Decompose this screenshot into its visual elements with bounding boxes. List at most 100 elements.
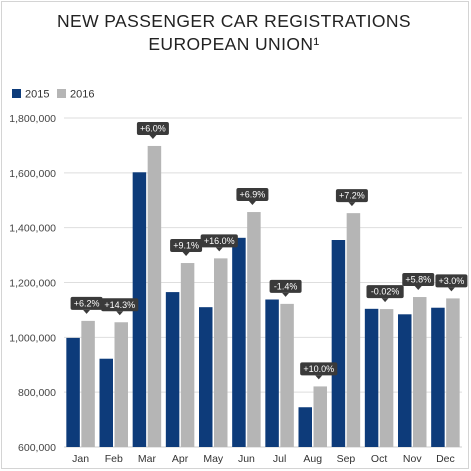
change-label-text: -1.4% — [274, 281, 298, 291]
change-label-text: +7.2% — [339, 191, 365, 201]
change-label-text: +6.0% — [140, 123, 166, 133]
bar-2015-Jul — [265, 299, 279, 447]
bar-2016-Aug — [313, 386, 327, 447]
change-label-Jul: -1.4% — [269, 279, 302, 297]
change-label-text: +9.1% — [173, 241, 199, 251]
x-tick-label: Jul — [273, 453, 286, 465]
change-label-pointer — [215, 247, 223, 252]
change-label-pointer — [381, 298, 389, 303]
y-axis-tick-labels: 600,000 800,000 1,000,000 1,200,000 1,400,00… — [9, 113, 56, 454]
x-tick-label: Nov — [403, 453, 422, 465]
change-label-Mar: +6.0% — [136, 121, 169, 139]
change-label-text: +6.9% — [240, 190, 266, 200]
x-tick-label: Dec — [436, 453, 455, 465]
change-label-pointer — [315, 375, 323, 380]
bar-2016-Sep — [346, 213, 361, 447]
bar-2015-Mar — [132, 172, 147, 447]
bar-2015-May — [199, 307, 213, 447]
x-tick-label: Jun — [238, 453, 255, 465]
change-label-text: +3.0% — [439, 276, 465, 286]
change-label-text: +5.8% — [405, 275, 431, 285]
bar-2015-Oct — [364, 308, 379, 447]
bar-2016-Jun — [247, 212, 261, 447]
bar-2016-Dec — [446, 298, 460, 447]
change-label-pointer — [182, 252, 190, 257]
chart-title: NEW PASSENGER CAR REGISTRATIONS EUROPEAN… — [0, 10, 468, 56]
change-labels: +6.2% +14.3% +6.0% +9.1% +16.0% +6.9% -1.4% +10… — [70, 121, 468, 380]
y-tick-label: 1,400,000 — [9, 223, 56, 235]
change-label-box — [170, 239, 203, 253]
change-label-May: +16.0% — [200, 234, 238, 252]
y-tick-label: 1,600,000 — [9, 168, 56, 180]
change-label-box — [300, 362, 338, 376]
change-label-Nov: +5.8% — [402, 273, 435, 291]
legend-label-2015: 2015 — [25, 89, 49, 101]
y-tick-label: 1,800,000 — [9, 113, 56, 125]
change-label-box — [236, 188, 269, 202]
change-label-pointer — [116, 311, 124, 316]
bar-2015-Sep — [331, 240, 346, 447]
change-label-text: +14.3% — [104, 300, 135, 310]
change-label-pointer — [149, 134, 157, 139]
change-label-pointer — [282, 292, 290, 297]
x-tick-label: May — [203, 453, 224, 465]
legend-swatch-2016 — [57, 89, 66, 98]
change-label-Sep: +7.2% — [335, 189, 368, 207]
bar-2016-Apr — [180, 263, 195, 447]
change-label-Feb: +14.3% — [101, 298, 139, 316]
bar-2016-Jul — [280, 303, 294, 447]
change-label-pointer — [248, 201, 256, 206]
change-label-Apr: +9.1% — [170, 239, 203, 257]
change-label-Oct: -0.02% — [366, 285, 404, 303]
change-label-pointer — [414, 286, 422, 291]
bar-2016-Mar — [147, 145, 162, 447]
x-tick-label: Sep — [337, 453, 356, 465]
x-tick-label: Jan — [72, 453, 89, 465]
bar-2015-Feb — [99, 358, 113, 447]
bar-2015-Jun — [232, 237, 246, 447]
bar-2015-Nov — [398, 314, 412, 447]
change-label-text: +10.0% — [303, 364, 334, 374]
x-tick-label: Oct — [371, 453, 387, 465]
y-tick-label: 600,000 — [18, 442, 56, 454]
y-tick-label: 800,000 — [18, 387, 56, 399]
change-label-pointer — [447, 287, 455, 292]
chart-title-line-1: NEW PASSENGER CAR REGISTRATIONS — [56, 11, 412, 31]
change-label-Aug: +10.0% — [300, 362, 338, 380]
bar-2016-Jan — [81, 320, 95, 447]
change-label-pointer — [83, 309, 91, 314]
change-label-Dec: +3.0% — [435, 274, 468, 292]
change-label-Jun: +6.9% — [236, 188, 269, 206]
change-label-text: +16.0% — [204, 236, 235, 246]
legend-swatch-2015 — [12, 89, 21, 98]
bar-2015-Apr — [165, 292, 180, 447]
change-label-box — [136, 121, 169, 135]
bar-2016-Nov — [413, 297, 427, 447]
change-label-box — [335, 189, 368, 203]
x-axis-category-labels: Jan Feb Mar Apr May Jun Jul Aug Sep Oct Nov Dec — [72, 453, 455, 465]
bar-2016-Feb — [114, 322, 128, 447]
x-tick-label: Feb — [105, 453, 123, 465]
x-tick-label: Mar — [138, 453, 157, 465]
x-tick-label: Aug — [303, 453, 322, 465]
x-tick-label: Apr — [172, 453, 189, 465]
bar-2015-Jan — [66, 337, 80, 447]
y-tick-label: 1,200,000 — [9, 278, 56, 290]
change-label-text: +6.2% — [74, 298, 100, 308]
legend-label-2016: 2016 — [70, 89, 94, 101]
change-label-box — [101, 298, 139, 312]
bars — [66, 145, 460, 447]
bar-2016-Oct — [379, 309, 394, 447]
legend: 2015 2016 — [12, 89, 94, 101]
bar-2015-Dec — [431, 307, 445, 447]
change-label-box — [200, 234, 238, 248]
gridlines — [64, 117, 462, 448]
bar-2016-May — [214, 258, 228, 447]
bar-2015-Aug — [298, 407, 312, 447]
change-label-text: -0.02% — [371, 287, 400, 297]
change-label-box — [402, 273, 435, 287]
change-label-box — [269, 279, 302, 293]
y-tick-label: 1,000,000 — [9, 332, 56, 344]
change-label-box — [435, 274, 468, 288]
